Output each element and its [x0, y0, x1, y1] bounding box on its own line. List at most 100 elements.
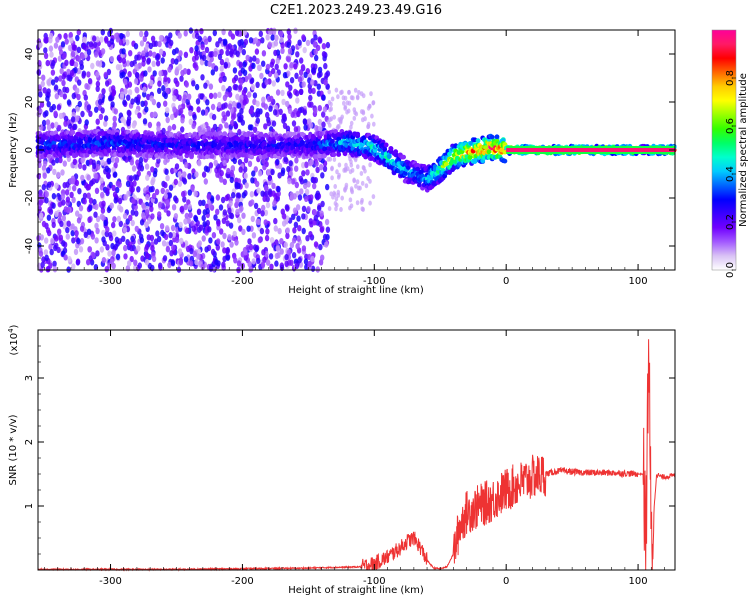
- spectrogram-speckle: [179, 75, 184, 82]
- spectrogram-speckle: [94, 187, 100, 194]
- spectrogram-speckle: [182, 68, 188, 75]
- spectrogram-ridge-cell: [393, 149, 399, 155]
- spectrogram-speckle: [225, 246, 230, 254]
- spectrogram-speckle: [51, 103, 56, 111]
- spectrogram-speckle: [46, 214, 52, 221]
- spectrogram-speckle: [184, 161, 189, 169]
- spectrogram-speckle: [264, 78, 269, 86]
- spectrogram-speckle: [51, 221, 56, 229]
- spectrogram-speckle: [42, 172, 47, 179]
- spectrogram-speckle: [104, 266, 110, 273]
- spectrogram-speckle: [95, 80, 101, 88]
- spectrogram-speckle: [82, 43, 87, 50]
- spectrogram-speckle: [117, 181, 122, 188]
- spectrogram-speckle: [107, 40, 112, 48]
- spectrogram-speckle: [41, 256, 46, 263]
- spectrogram-speckle: [63, 32, 68, 40]
- spectrogram-speckle: [299, 88, 304, 96]
- spectrogram-speckle: [53, 84, 59, 91]
- spectrogram-speckle: [333, 201, 338, 206]
- spectrogram-speckle: [327, 100, 332, 105]
- spectrogram-speckle: [69, 37, 74, 44]
- spectrogram-speckle: [227, 43, 232, 50]
- spectrogram-speckle: [63, 254, 68, 261]
- spectrogram-speckle: [91, 252, 96, 259]
- spectrogram-speckle: [75, 87, 80, 94]
- spectrogram-speckle: [192, 250, 197, 258]
- spectrogram-ridge-cell: [475, 138, 481, 144]
- spectrogram-ridge-cell: [155, 137, 161, 143]
- spectrogram-speckle: [251, 170, 256, 177]
- snr-y-axis-label: SNR (10 * v/v): [8, 414, 19, 485]
- spectrogram-speckle: [203, 82, 208, 89]
- spectrogram-speckle: [65, 233, 71, 240]
- spectrogram-ridge-cell: [51, 140, 57, 146]
- spectrogram-speckle: [279, 36, 284, 43]
- spectrogram-speckle: [45, 59, 50, 67]
- spectrogram-speckle: [225, 110, 231, 117]
- spectrogram-speckle: [158, 201, 163, 208]
- spectrogram-speckle: [280, 47, 285, 54]
- spectrogram-ridge-cell: [388, 146, 394, 152]
- spectrogram-speckle: [242, 69, 248, 77]
- spectrogram-speckle: [88, 197, 94, 204]
- spectrogram-speckle: [327, 206, 332, 212]
- spectrogram-x-axis-label: Height of straight line (km): [288, 285, 424, 296]
- spectrogram-speckle: [100, 159, 105, 166]
- spectrogram-speckle: [166, 210, 171, 217]
- spectrogram-speckle: [108, 95, 113, 102]
- spectrogram-ridge-cell: [383, 142, 389, 148]
- spectrogram-speckle: [73, 123, 78, 130]
- spectrogram-speckle: [185, 98, 190, 106]
- spectrogram-speckle: [228, 222, 234, 229]
- spectrogram-speckle: [301, 245, 307, 252]
- spectrogram-ridge-cell: [43, 135, 49, 140]
- spectrogram-speckle: [109, 55, 115, 63]
- spectrogram-speckle: [250, 215, 255, 223]
- spectrogram-speckle: [333, 184, 338, 189]
- spectrogram-speckle: [328, 156, 333, 162]
- spectrogram-speckle: [336, 94, 340, 100]
- spectrogram-speckle: [39, 101, 45, 108]
- spectrogram-speckle: [188, 118, 193, 126]
- spectrogram-speckle: [165, 116, 170, 124]
- spectrogram-speckle: [275, 57, 280, 65]
- spectrogram-speckle: [228, 212, 233, 219]
- colorbar-label: Normalized spectral amplitude: [738, 73, 749, 227]
- spectrogram-speckle: [161, 85, 166, 92]
- spectrogram-speckle: [194, 64, 199, 71]
- spectrogram-speckle: [289, 61, 294, 69]
- spectrogram-speckle: [297, 76, 303, 83]
- spectrogram-speckle: [193, 215, 199, 223]
- spectrogram-ridge-cell: [185, 145, 191, 151]
- spectrogram-speckle: [227, 234, 232, 241]
- spectrogram-speckle: [308, 231, 313, 238]
- spectrogram-speckle: [99, 36, 104, 43]
- spectrogram-speckle: [218, 76, 223, 84]
- spectrogram-ridge-cell: [68, 134, 74, 140]
- spectrogram-speckle: [310, 67, 316, 74]
- spectrogram-speckle: [151, 60, 156, 67]
- spectrogram-speckle: [155, 60, 161, 67]
- spectrogram-ridge-cell: [443, 162, 449, 167]
- spectrogram-speckle: [294, 262, 300, 270]
- spectrogram-speckle: [367, 103, 372, 109]
- spectrogram-speckle: [80, 110, 85, 118]
- spectrogram-speckle: [273, 217, 278, 225]
- spectrogram-ridge-cell: [56, 135, 61, 141]
- spectrogram-speckle: [110, 242, 115, 250]
- spectrogram-speckle: [263, 123, 268, 130]
- snr-y-ticks: 123: [24, 345, 675, 555]
- spectrogram-speckle: [160, 187, 165, 194]
- spectrogram-speckle: [266, 169, 271, 176]
- spectrogram-speckle: [222, 232, 227, 240]
- spectrogram-speckle: [202, 221, 207, 228]
- spectrogram-speckle: [49, 51, 54, 58]
- spectrogram-speckle: [123, 88, 128, 95]
- spectrogram-speckle: [332, 114, 337, 120]
- spectrogram-speckle: [42, 160, 48, 167]
- spectrogram-speckle: [317, 118, 323, 126]
- spectrogram-speckle: [301, 162, 306, 169]
- snr-x-tick-label: 0: [503, 576, 509, 587]
- spectrogram-speckle: [241, 192, 246, 199]
